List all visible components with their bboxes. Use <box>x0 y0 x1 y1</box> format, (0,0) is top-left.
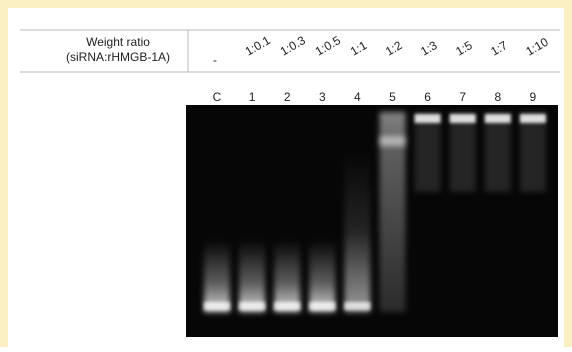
smear <box>204 240 230 312</box>
band <box>239 302 265 310</box>
smear <box>309 240 335 312</box>
figure: Weight ratio (siRNA:rHMGB-1A) C 1 2 3 4 5 6 7 8 9… <box>0 0 572 347</box>
smear <box>344 150 370 312</box>
lane-label: 4 <box>354 90 361 104</box>
ratio-label: - <box>213 53 217 67</box>
smear <box>274 240 300 312</box>
lane-label: 7 <box>459 90 466 104</box>
smear <box>450 112 476 192</box>
smear <box>520 112 546 192</box>
lane-label: 2 <box>284 90 291 104</box>
band <box>380 136 406 146</box>
lane-label: 6 <box>424 90 431 104</box>
lane-label: 8 <box>494 90 501 104</box>
header-label: (siRNA:rHMGB-1A) <box>66 50 170 64</box>
band <box>520 114 546 123</box>
lane-label: 1 <box>249 90 256 104</box>
band <box>204 302 230 310</box>
header-label: Weight ratio <box>86 35 150 49</box>
smear <box>485 112 511 192</box>
smear <box>239 240 265 312</box>
lane-label: 9 <box>530 90 537 104</box>
band <box>344 302 370 310</box>
lane-label: C <box>213 90 222 104</box>
lane-label: 3 <box>319 90 326 104</box>
band <box>274 302 300 310</box>
band <box>450 114 476 123</box>
band <box>415 114 441 123</box>
smear <box>415 112 441 192</box>
lane-label: 5 <box>389 90 396 104</box>
band <box>485 114 511 123</box>
band <box>309 302 335 310</box>
